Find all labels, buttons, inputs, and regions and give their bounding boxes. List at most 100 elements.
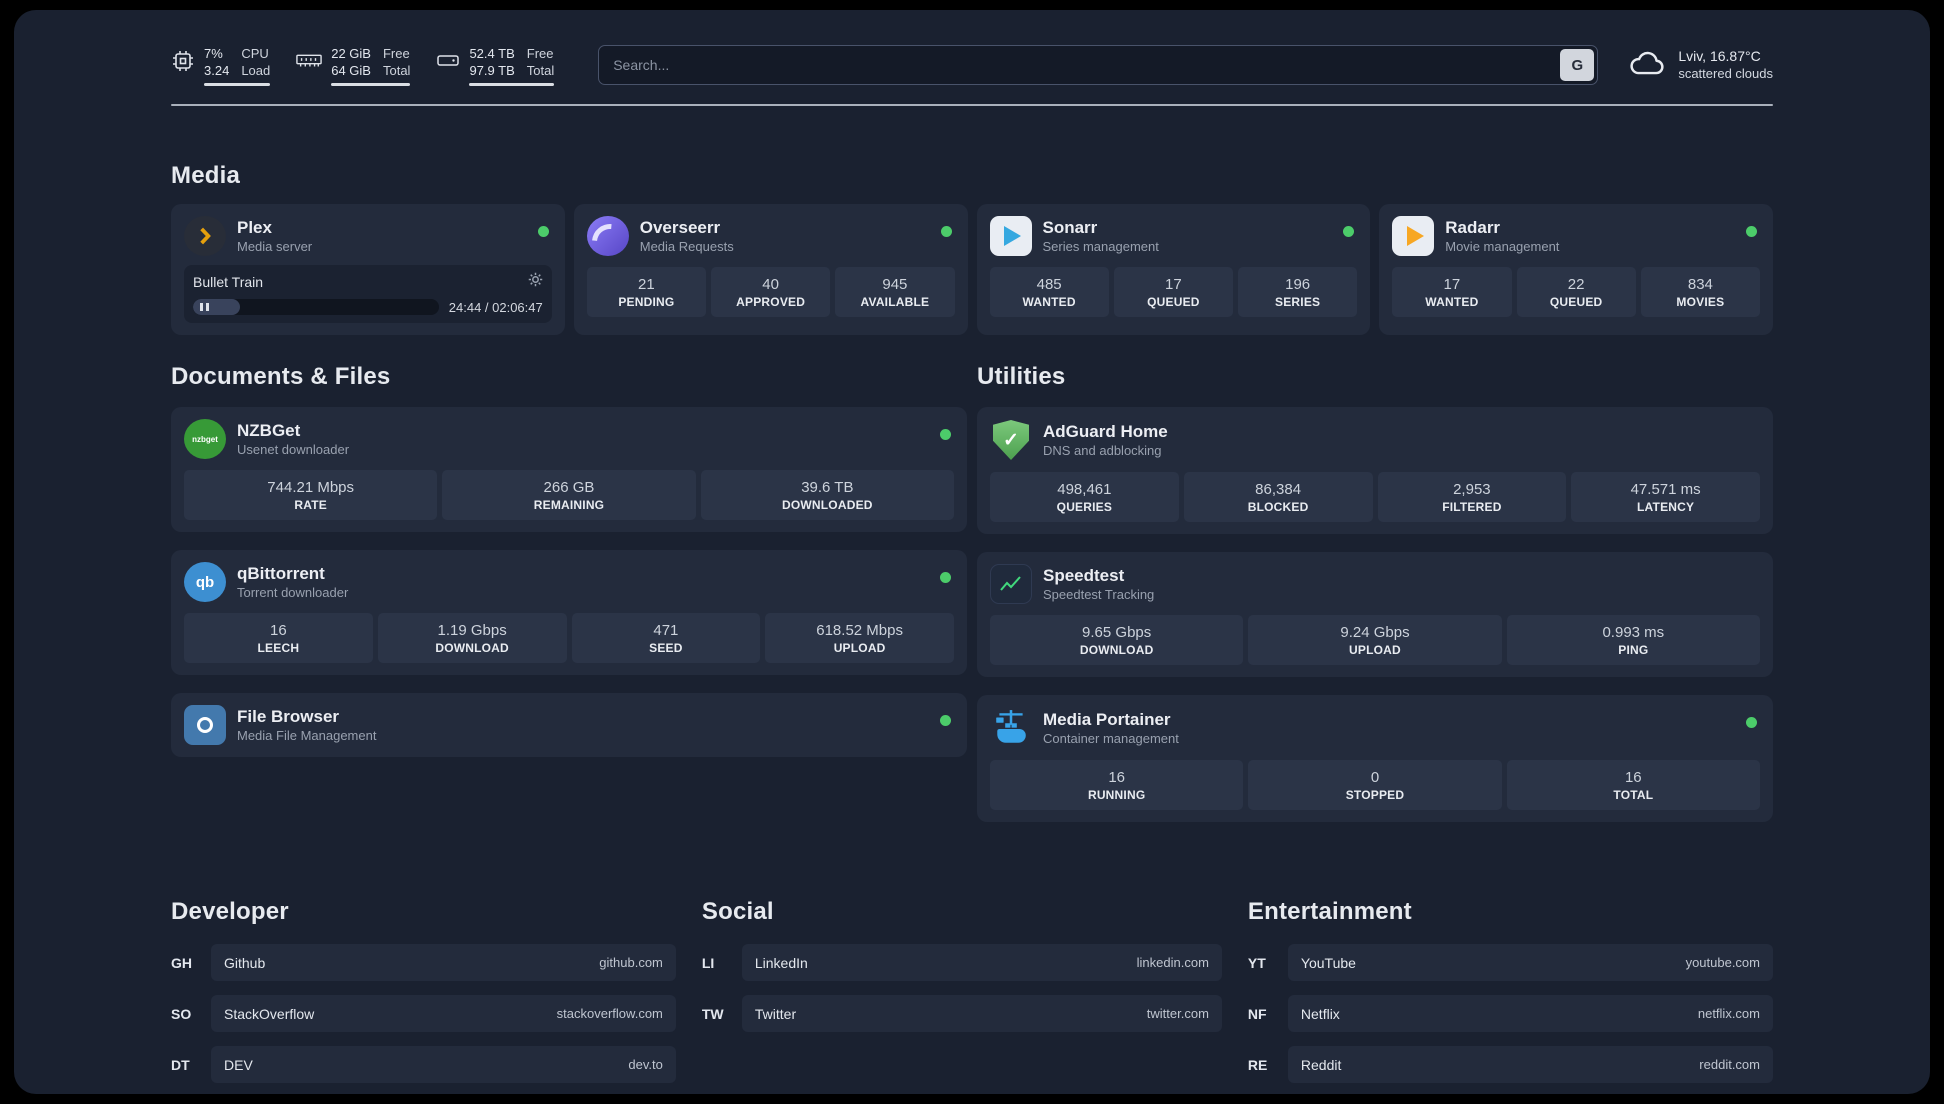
link-row: DT DEV dev.to <box>171 1046 676 1083</box>
gear-icon[interactable] <box>528 272 543 292</box>
cloud-icon <box>1628 49 1666 82</box>
disk-label-top: Free <box>526 45 554 61</box>
search-engine-button[interactable]: G <box>1560 49 1595 81</box>
disk-free: 52.4 TB <box>469 45 515 61</box>
stat-label: RUNNING <box>1087 788 1146 802</box>
stat-label: TOTAL <box>1613 788 1654 802</box>
stat-label: WANTED <box>1022 295 1076 309</box>
overseerr-icon <box>586 216 629 256</box>
stat-label: DOWNLOAD <box>435 641 509 655</box>
stat-value: 47.571 ms <box>1630 481 1701 498</box>
filebrowser-card[interactable]: File Browser Media File Management <box>171 693 967 757</box>
speedtest-card[interactable]: Speedtest Speedtest Tracking 9.65 Gbps D… <box>977 552 1773 677</box>
nzbget-icon: nzbget <box>184 419 226 459</box>
documents-column: Documents & Files nzbget NZBGet Usenet d… <box>171 363 967 840</box>
stat-tile: 22 QUEUED <box>1516 267 1636 317</box>
cpu-metric: 7% 3.24 CPU Load <box>171 45 271 86</box>
stat-label: APPROVED <box>736 295 806 309</box>
stat-tile: 40 APPROVED <box>711 267 831 317</box>
section-title-developer: Developer <box>171 898 289 925</box>
status-dot-online <box>940 572 951 583</box>
adguard-card[interactable]: ✓ AdGuard Home DNS and adblocking 498,46… <box>977 407 1773 534</box>
portainer-whale-icon <box>990 707 1032 749</box>
app-subtitle: Media server <box>237 238 313 254</box>
stat-tile: 945 AVAILABLE <box>835 267 955 317</box>
weather-condition: scattered clouds <box>1678 66 1773 81</box>
stat-tile: 39.6 TB DOWNLOADED <box>700 470 954 520</box>
github-link[interactable]: Github github.com <box>211 944 676 981</box>
app-subtitle: Series management <box>1042 238 1159 254</box>
stat-tile: 618.52 Mbps UPLOAD <box>765 613 954 663</box>
stat-value: 1.19 Gbps <box>437 622 507 639</box>
linkedin-link[interactable]: LinkedIn linkedin.com <box>741 944 1222 981</box>
youtube-link[interactable]: YouTube youtube.com <box>1287 944 1773 981</box>
reddit-link[interactable]: Reddit reddit.com <box>1287 1046 1773 1083</box>
stat-value: 16 <box>270 622 287 639</box>
stat-tile: 9.24 Gbps UPLOAD <box>1248 615 1502 665</box>
stat-value: 40 <box>762 276 779 293</box>
app-name: NZBGet <box>237 420 301 440</box>
stat-value: 16 <box>1108 769 1125 786</box>
qbittorrent-card[interactable]: qb qBittorrent Torrent downloader 16 LEE… <box>171 550 967 675</box>
stat-tile: 16 RUNNING <box>990 760 1244 810</box>
stackoverflow-link[interactable]: StackOverflow stackoverflow.com <box>211 995 676 1032</box>
overseerr-card[interactable]: Overseerr Media Requests 21 PENDING 40 A… <box>573 204 968 335</box>
ram-free: 22 GiB <box>331 45 371 61</box>
linkedin-badge-icon: LI <box>701 954 715 971</box>
pause-icon[interactable] <box>200 303 209 311</box>
radarr-icon <box>1392 216 1435 256</box>
twitter-link[interactable]: Twitter twitter.com <box>741 995 1222 1032</box>
plex-card[interactable]: Plex Media server Bullet Train <box>171 204 565 335</box>
stat-value: 196 <box>1285 276 1311 293</box>
weather-widget[interactable]: Lviv, 16.87°C scattered clouds <box>1628 47 1773 83</box>
radarr-card[interactable]: Radarr Movie management 17 WANTED 22 QUE… <box>1379 204 1773 335</box>
stat-value: 39.6 TB <box>801 479 854 496</box>
youtube-badge-icon: YT <box>1247 954 1266 971</box>
stat-value: 21 <box>638 276 655 293</box>
dashboard: 7% 3.24 CPU Load <box>14 10 1930 1094</box>
link-row: RE Reddit reddit.com <box>1248 1046 1773 1083</box>
adguard-shield-icon: ✓ <box>990 419 1032 461</box>
nzbget-card[interactable]: nzbget NZBGet Usenet downloader 744.21 M… <box>171 407 967 532</box>
stat-tile: 744.21 Mbps RATE <box>184 470 438 520</box>
status-dot-online <box>940 715 951 726</box>
disk-usage-bar <box>469 82 555 86</box>
section-title-utilities: Utilities <box>977 363 1066 390</box>
stat-tile: 0 STOPPED <box>1248 760 1502 810</box>
stat-value: 266 GB <box>543 479 595 496</box>
cpu-percent: 7% <box>204 45 223 61</box>
stat-tile: 17 WANTED <box>1392 267 1512 317</box>
netflix-link[interactable]: Netflix netflix.com <box>1287 995 1773 1032</box>
portainer-card[interactable]: Media Portainer Container management 16 … <box>977 695 1773 822</box>
dev-link[interactable]: DEV dev.to <box>211 1046 676 1083</box>
stat-tile: 86,384 BLOCKED <box>1183 472 1373 522</box>
stat-tile: 16 TOTAL <box>1506 760 1760 810</box>
top-bar: 7% 3.24 CPU Load <box>171 42 1773 88</box>
stat-label: BLOCKED <box>1247 500 1309 514</box>
filebrowser-icon <box>184 705 226 745</box>
app-name: Sonarr <box>1042 217 1098 237</box>
status-dot-online <box>940 226 952 237</box>
disk-label-bottom: Total <box>526 62 555 78</box>
section-title-documents: Documents & Files <box>171 363 391 390</box>
sonarr-card[interactable]: Sonarr Series management 485 WANTED 17 Q… <box>976 204 1371 335</box>
search-bar: G <box>598 45 1599 85</box>
storage-icon <box>436 49 460 71</box>
stat-label: RATE <box>294 498 327 512</box>
reddit-badge-icon: RE <box>1247 1056 1268 1073</box>
link-row: GH Github github.com <box>171 944 676 981</box>
search-input[interactable] <box>613 57 1561 73</box>
stat-label: UPLOAD <box>1349 643 1401 657</box>
app-name: Overseerr <box>639 217 721 237</box>
app-subtitle: Torrent downloader <box>237 584 349 600</box>
stat-value: 471 <box>653 622 679 639</box>
playback-progress-bar[interactable] <box>193 299 439 315</box>
media-card-grid: Plex Media server Bullet Train <box>171 204 1773 335</box>
stat-label: DOWNLOAD <box>1079 643 1154 657</box>
stat-label: LEECH <box>257 641 300 655</box>
app-subtitle: Movie management <box>1445 238 1560 254</box>
stat-label: MOVIES <box>1676 295 1725 309</box>
stat-label: DOWNLOADED <box>781 498 873 512</box>
disk-total: 97.9 TB <box>469 62 515 78</box>
section-title-media: Media <box>171 162 241 189</box>
